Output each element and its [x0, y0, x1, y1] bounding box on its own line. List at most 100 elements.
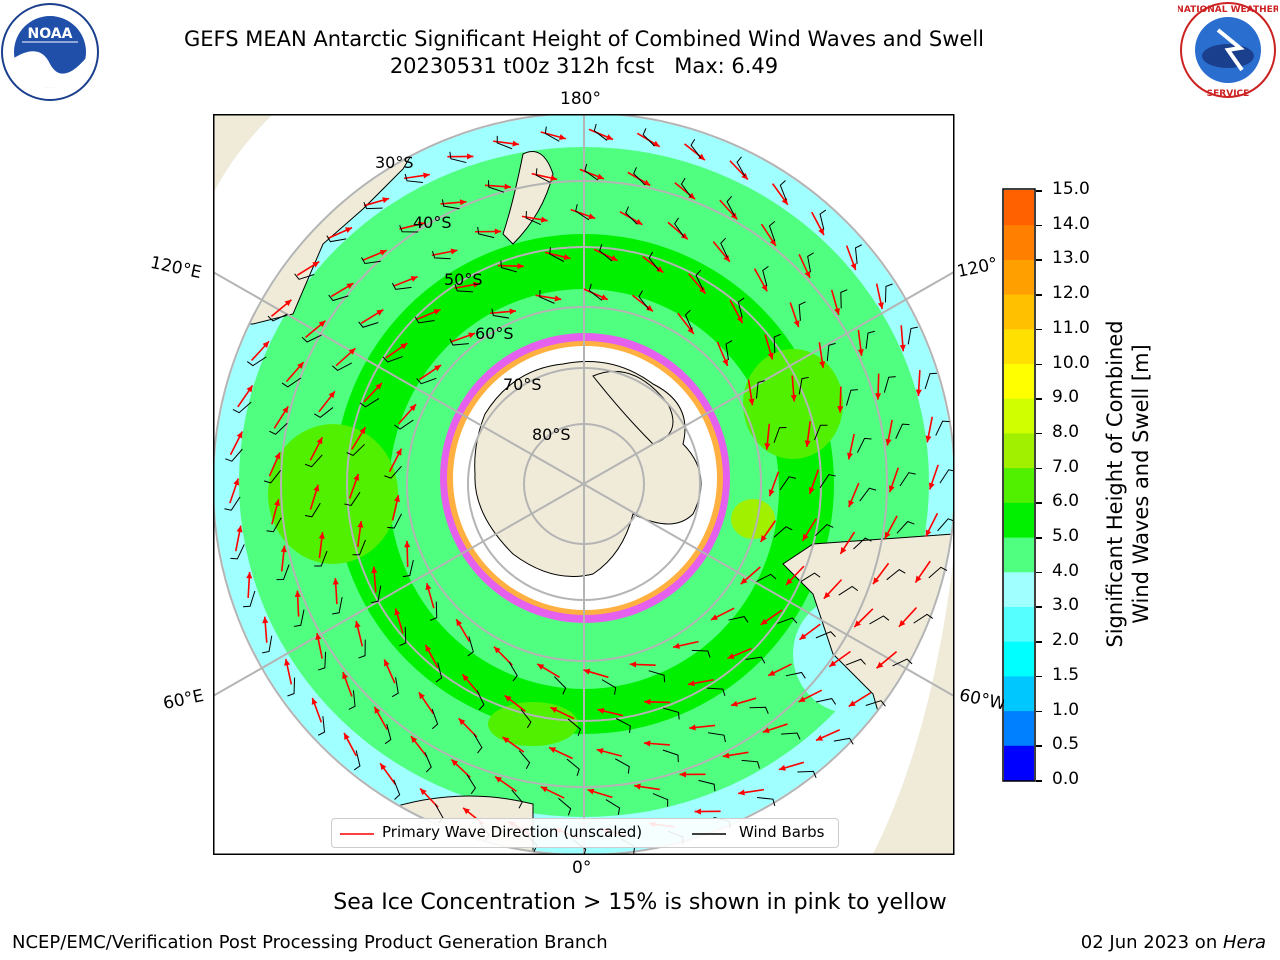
wind-barb: [642, 128, 655, 147]
wind-barb: [737, 297, 745, 318]
wind-barb: [690, 139, 702, 159]
wave-arrow-head: [456, 619, 463, 627]
wave-arrow-head: [644, 698, 651, 705]
wave-arrow-head: [600, 294, 608, 300]
svg-text:NATIONAL WEATHER: NATIONAL WEATHER: [1178, 5, 1278, 15]
wind-barb: [358, 639, 366, 659]
colorbar-tick-mark: [1036, 224, 1042, 227]
wave-arrow-head: [656, 266, 664, 273]
wind-barbs: [224, 123, 954, 854]
wave-arrow-head: [634, 783, 641, 790]
wave-arrow-head: [451, 759, 459, 767]
wave-arrow-head: [410, 736, 418, 743]
lon-label-120e: 120°E: [148, 252, 204, 284]
wave-arrow-head: [315, 633, 322, 640]
colorbar-tick-mark: [1036, 502, 1042, 504]
wave-arrow-head: [819, 361, 826, 368]
colorbar-segment: [1004, 675, 1034, 712]
wind-barb: [508, 661, 518, 682]
wind-barb: [785, 671, 806, 679]
wave-arrow-head: [748, 398, 755, 406]
wave-arrow-head: [588, 213, 596, 220]
colorbar-title-line2: Wind Waves and Swell [m]: [1129, 344, 1153, 624]
wave-arrow-head: [646, 305, 653, 312]
wind-barb: [798, 301, 806, 321]
wind-barb: [301, 334, 322, 343]
colorbar-tick-label: 8.0: [1052, 421, 1080, 442]
colorbar-segment: [1004, 259, 1034, 295]
wave-arrow-head: [799, 633, 807, 640]
wave-arrow-head: [354, 620, 361, 628]
wave-arrow-head: [504, 695, 512, 702]
wind-barb: [913, 613, 934, 624]
wave-arrow-head: [804, 270, 811, 278]
wind-barb: [895, 423, 910, 439]
wind-barb: [382, 356, 403, 363]
wave-arrow-head: [473, 281, 480, 288]
wind-barb: [662, 707, 680, 720]
wind-barb: [749, 706, 769, 714]
wind-barb: [399, 225, 419, 233]
wind-barb: [819, 209, 827, 230]
wind-barb: [773, 333, 781, 354]
footer-credit: NCEP/EMC/Verification Post Processing Pr…: [12, 932, 608, 953]
colorbar-tick-label: 13.0: [1052, 248, 1090, 269]
barb-legend-label: Wind Barbs: [739, 823, 825, 841]
wind-barb: [353, 750, 361, 771]
wave-arrow-head: [854, 620, 861, 628]
wave-arrow-head: [284, 658, 291, 666]
wind-barb: [798, 376, 809, 395]
wave-arrow-head: [512, 140, 520, 147]
colorbar-segment: [1004, 363, 1034, 399]
wind-barb: [313, 407, 334, 418]
wave-arrow-head: [876, 661, 884, 669]
wind-barb: [833, 737, 854, 745]
colorbar-segment: [1004, 190, 1034, 226]
wind-barb: [393, 779, 401, 800]
wind-barb: [304, 454, 323, 468]
wave-arrow-head: [687, 327, 694, 334]
wave-arrow-head: [587, 788, 595, 795]
wind-barb: [549, 247, 565, 262]
lon-label-180: 180°: [560, 89, 601, 109]
wave-arrow-head: [418, 692, 425, 700]
wind-barb: [762, 265, 769, 287]
wind-barb: [648, 670, 666, 683]
wind-barb: [584, 163, 599, 181]
wind-barb: [869, 615, 890, 625]
wind-barb: [928, 566, 948, 579]
wind-barb: [865, 700, 886, 707]
wind-barb: [394, 419, 414, 430]
wave-arrow-head: [433, 309, 441, 315]
wave-arrow-head: [723, 254, 730, 262]
wave-arrow-head: [736, 316, 743, 324]
wave-arrow-head: [463, 807, 470, 815]
wave-arrow-head: [384, 659, 390, 667]
wave-arrow-head: [312, 261, 320, 268]
wind-barb: [756, 573, 777, 582]
wind-barb: [404, 173, 423, 183]
wave-arrow-head: [877, 302, 884, 310]
wave-arrow-head: [423, 172, 430, 179]
wave-arrow-head: [346, 283, 354, 290]
wave-arrow-head: [848, 500, 855, 508]
wind-barb: [779, 476, 796, 491]
wind-barb: [698, 779, 716, 792]
wind-barb: [819, 473, 836, 489]
wind-barb: [441, 199, 460, 210]
wind-barb: [720, 237, 729, 258]
wave-arrow-head: [681, 232, 688, 240]
wind-barb: [615, 718, 631, 733]
wind-barb: [816, 698, 837, 705]
wave-arrow-head: [915, 389, 922, 396]
wave-arrow-head: [629, 661, 637, 668]
wave-arrow-head: [761, 284, 768, 292]
wind-barb: [662, 749, 679, 763]
wind-barb: [601, 679, 617, 695]
wind-barb: [814, 424, 828, 441]
wind-barb: [800, 572, 821, 582]
wind-barb: [826, 342, 836, 362]
wind-barb: [262, 635, 273, 654]
wind-barb: [588, 283, 603, 301]
wind-barb: [815, 523, 834, 537]
